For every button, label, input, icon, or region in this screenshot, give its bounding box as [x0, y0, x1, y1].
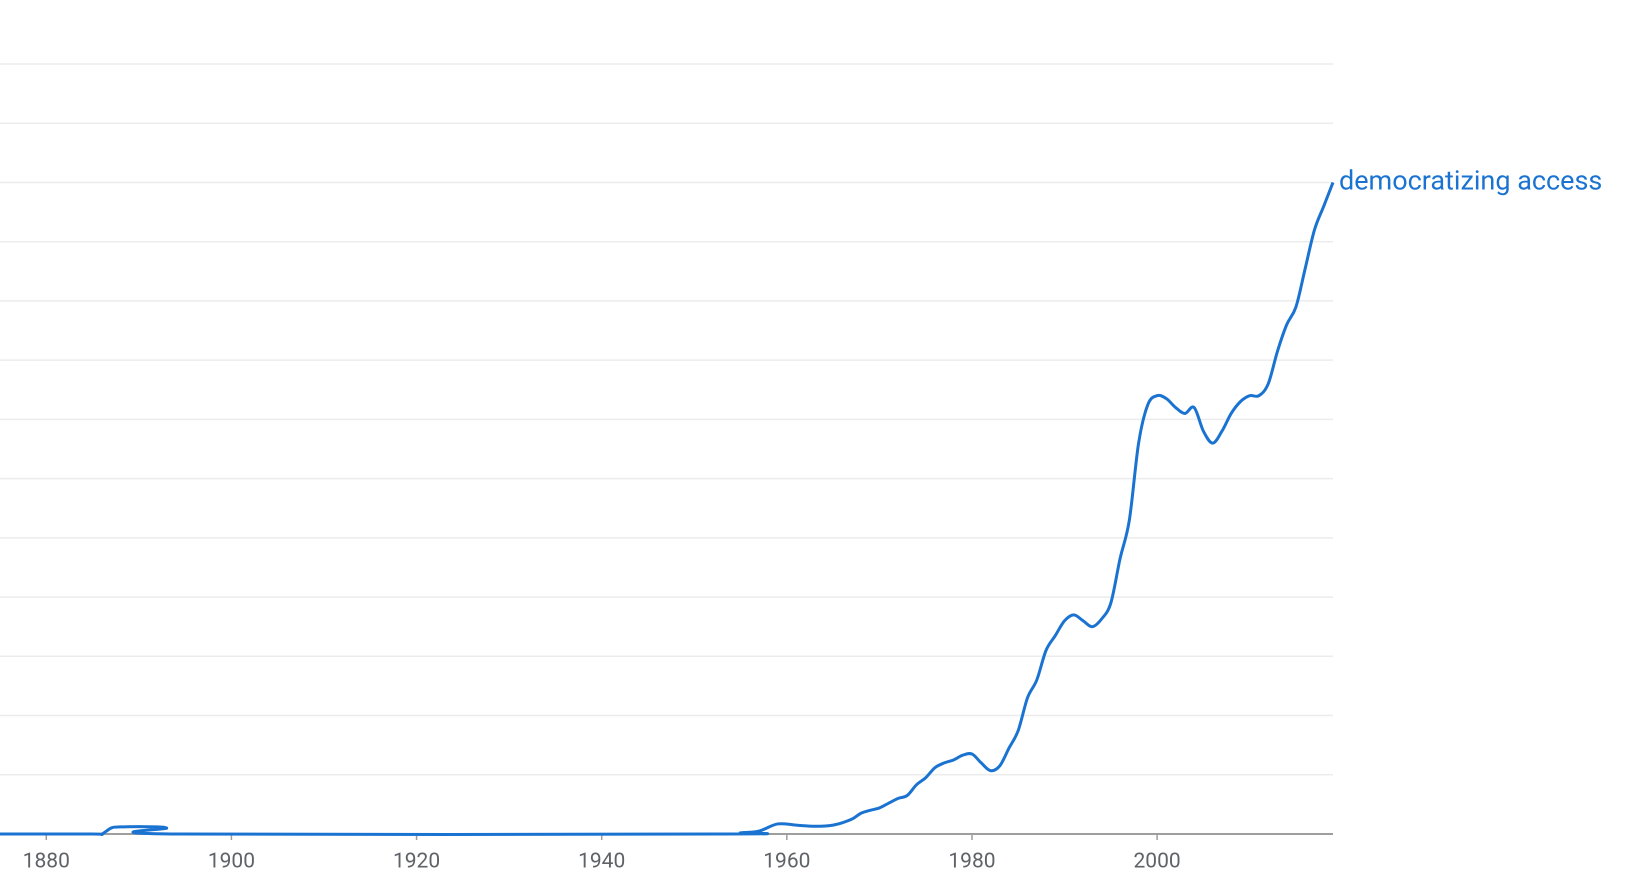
- x-tick-label: 1920: [393, 850, 440, 874]
- series-label: democratizing access: [1339, 165, 1602, 197]
- series-line: [0, 181, 1335, 836]
- x-tick-label: 1940: [578, 850, 625, 874]
- x-tick-label: 1960: [763, 850, 810, 874]
- x-tick-label: 1880: [23, 850, 70, 874]
- x-tick-label: 2000: [1134, 850, 1181, 874]
- x-tick-label: 1980: [948, 850, 995, 874]
- x-tick-label: 1900: [208, 850, 255, 874]
